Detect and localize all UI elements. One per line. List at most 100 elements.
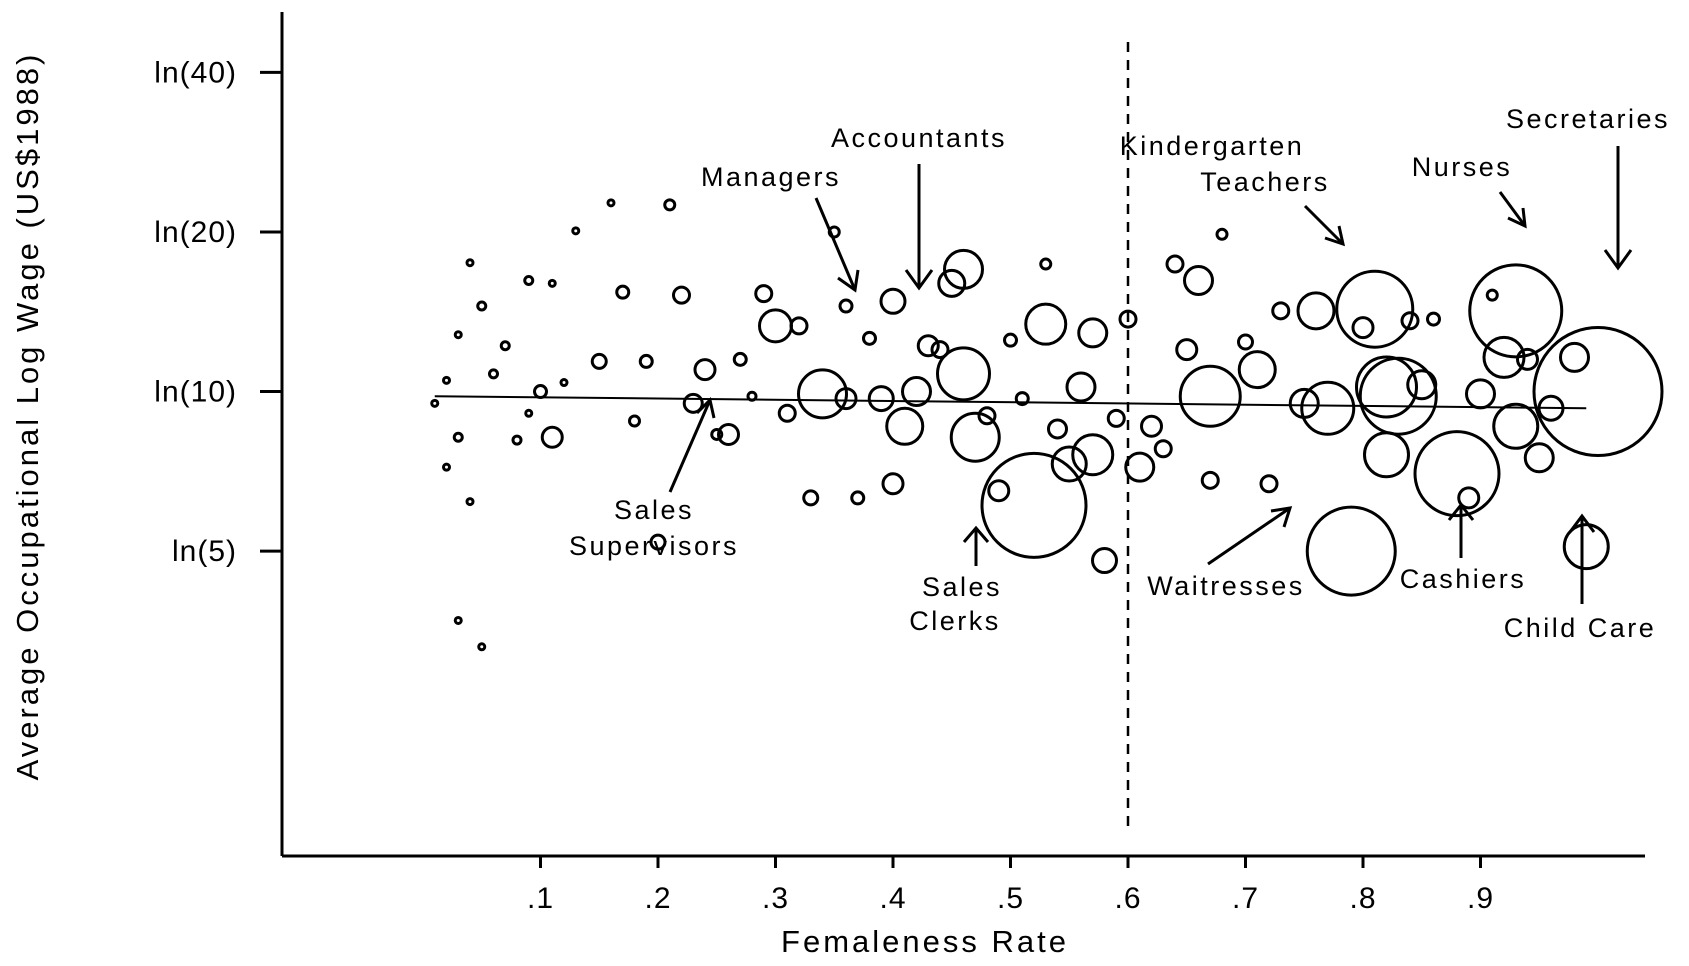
data-point (1468, 263, 1564, 359)
data-point (1288, 387, 1320, 419)
data-point (838, 298, 854, 314)
data-point (465, 258, 475, 268)
data-point (1259, 474, 1279, 494)
y-tick-label: ln(5) (172, 535, 237, 568)
arrow-sales-supervisors (668, 399, 712, 493)
data-point (1355, 355, 1418, 419)
arrowhead-nurses (1507, 207, 1527, 229)
data-point (1047, 418, 1068, 440)
data-point (1492, 402, 1540, 450)
data-point (797, 368, 848, 420)
data-point (1559, 341, 1590, 373)
x-axis-label: Femaleness Rate (781, 924, 1069, 959)
data-point (1091, 547, 1118, 575)
data-point (606, 198, 616, 208)
data-point (850, 490, 866, 506)
data-point (488, 368, 499, 380)
data-point (430, 398, 440, 408)
data-point (901, 376, 932, 408)
data-point (1106, 408, 1126, 428)
data-point (1237, 333, 1254, 351)
data-point (789, 316, 809, 336)
data-point (867, 385, 895, 413)
data-point (1400, 311, 1420, 331)
data-point (477, 642, 487, 652)
data-point (936, 346, 991, 402)
data-point (1363, 431, 1410, 479)
arrow-managers (814, 197, 857, 291)
data-point (949, 411, 1001, 463)
data-point (649, 533, 667, 551)
annotation-secretaries: Secretaries (1506, 104, 1670, 134)
data-point (930, 340, 950, 360)
data-point (1003, 332, 1018, 348)
x-tick-label: .8 (1349, 882, 1376, 915)
data-point (590, 352, 608, 370)
annotation-child-care: Child Care (1504, 613, 1657, 643)
annotation-managers: Managers (701, 162, 841, 192)
annotation-sales-supervisors-line2: Supervisors (569, 531, 739, 561)
annotation-waitresses: Waitresses (1147, 571, 1305, 601)
data-point (1183, 264, 1214, 296)
data-point (1140, 414, 1163, 438)
x-tick-label: .4 (879, 882, 906, 915)
data-point (943, 248, 984, 290)
data-point (1296, 291, 1336, 331)
data-point (453, 330, 463, 340)
data-point (1065, 371, 1097, 403)
data-point (547, 278, 557, 288)
arrow-nurses (1498, 191, 1527, 227)
data-point (937, 268, 967, 298)
data-point (1071, 433, 1115, 477)
data-point (732, 351, 748, 367)
data-point (977, 406, 997, 426)
x-tick-label: .6 (1114, 882, 1141, 915)
data-point (754, 284, 774, 304)
data-point (1178, 364, 1242, 428)
data-point (476, 300, 488, 312)
data-point (499, 340, 511, 352)
x-tick-label: .2 (644, 882, 671, 915)
data-point (862, 330, 877, 346)
data-point (710, 427, 724, 441)
data-point (533, 384, 548, 400)
data-point (453, 615, 463, 625)
data-point (1516, 347, 1539, 371)
data-point (442, 462, 451, 472)
arrowhead-waitresses (1270, 506, 1293, 528)
data-point (559, 378, 569, 388)
annotation-kindergarten-line1: Kindergarten (1120, 131, 1305, 161)
data-point (523, 274, 535, 286)
data-point (693, 358, 717, 382)
data-point (682, 392, 704, 414)
data-point (465, 497, 475, 507)
data-point (1485, 288, 1499, 302)
data-point (1039, 257, 1053, 271)
arrowhead-accountants (904, 269, 934, 291)
annotation-sales-supervisors-line1: Sales (614, 495, 694, 525)
y-tick-label: ln(40) (154, 56, 237, 89)
data-point (758, 308, 793, 344)
data-point (1118, 309, 1138, 329)
data-point (663, 198, 677, 212)
data-point (1024, 302, 1068, 346)
data-point (1532, 326, 1664, 458)
data-point (1358, 356, 1438, 436)
arrow-kindergarten (1303, 204, 1345, 246)
data-point (1077, 317, 1109, 349)
annotations: Accountants Managers Sales Supervisors S… (569, 104, 1670, 643)
data-point (980, 451, 1088, 559)
data-point (1300, 380, 1356, 436)
data-point (638, 353, 654, 369)
data-point (540, 425, 564, 449)
annotation-nurses: Nurses (1412, 152, 1513, 182)
arrowhead-cashiers (1447, 502, 1475, 521)
annotation-kindergarten-line2: Teachers (1200, 167, 1330, 197)
data-point (1050, 445, 1088, 483)
data-point (1457, 486, 1481, 510)
data-point (916, 334, 940, 358)
data-point (628, 414, 641, 428)
arrowhead-sales-supervisors (695, 397, 716, 419)
y-axis-label: Average Occupational Log Wage (US$1988) (10, 52, 45, 781)
